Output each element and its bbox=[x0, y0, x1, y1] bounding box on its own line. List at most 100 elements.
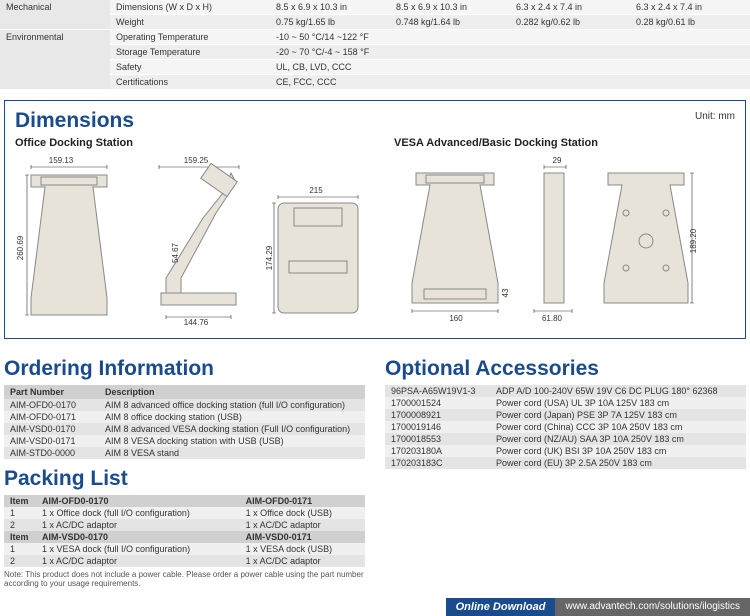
packing-header: AIM-OFD0-0170 bbox=[36, 495, 240, 507]
spec-value: UL, CB, LVD, CCC bbox=[270, 60, 390, 75]
accessory-cell: 170203183C bbox=[385, 457, 490, 469]
accessory-cell: 96PSA-A65W19V1-3 bbox=[385, 385, 490, 397]
spec-value: -10 ~ 50 °C/14 ~122 °F bbox=[270, 30, 390, 45]
accessory-cell: 1700001524 bbox=[385, 397, 490, 409]
ordering-table: Part Number Description AIM-OFD0-0170AIM… bbox=[4, 385, 365, 459]
svg-text:29: 29 bbox=[553, 156, 562, 165]
accessory-cell: 170203180A bbox=[385, 445, 490, 457]
office-back-diagram: 215 174.29 bbox=[264, 183, 364, 328]
packing-cell: 1 bbox=[4, 507, 36, 519]
svg-text:43: 43 bbox=[501, 288, 510, 297]
spec-value: 6.3 x 2.4 x 7.4 in bbox=[630, 0, 750, 15]
spec-value bbox=[390, 75, 510, 90]
spec-value: 0.75 kg/1.65 lb bbox=[270, 15, 390, 30]
spec-value: 0.748 kg/1.64 lb bbox=[390, 15, 510, 30]
packing-title: Packing List bbox=[4, 467, 365, 491]
packing-cell: 1 bbox=[4, 543, 36, 555]
table-cell: AIM-OFD0-0171 bbox=[4, 411, 99, 423]
packing-header: Item bbox=[4, 531, 36, 543]
accessory-cell: Power cord (China) CCC 3P 10A 250V 183 c… bbox=[490, 421, 746, 433]
svg-text:189.20: 189.20 bbox=[689, 228, 698, 253]
download-label: Online Download bbox=[446, 598, 556, 616]
svg-text:54.67: 54.67 bbox=[171, 242, 180, 263]
accessory-cell: Power cord (EU) 3P 2.5A 250V 183 cm bbox=[490, 457, 746, 469]
packing-cell: 1 x AC/DC adaptor bbox=[36, 519, 240, 531]
packing-cell: 2 bbox=[4, 555, 36, 567]
svg-text:144.76: 144.76 bbox=[184, 318, 209, 327]
vesa-diagram-group: 160 43 29 61.80 bbox=[394, 153, 735, 328]
spec-label: Weight bbox=[110, 15, 270, 30]
packing-cell: 1 x AC/DC adaptor bbox=[240, 555, 365, 567]
packing-table: ItemAIM-OFD0-0170AIM-OFD0-017111 x Offic… bbox=[4, 495, 365, 567]
accessory-cell: 1700008921 bbox=[385, 409, 490, 421]
spec-table: MechanicalDimensions (W x D x H)8.5 x 6.… bbox=[0, 0, 750, 90]
dimensions-unit: Unit: mm bbox=[695, 111, 735, 122]
svg-text:174.29: 174.29 bbox=[265, 245, 274, 270]
packing-cell: 2 bbox=[4, 519, 36, 531]
table-cell: AIM-VSD0-0170 bbox=[4, 423, 99, 435]
spec-value: 6.3 x 2.4 x 7.4 in bbox=[510, 0, 630, 15]
spec-value: 0.282 kg/0.62 lb bbox=[510, 15, 630, 30]
office-diagram-group: 159.13 260.69 159.25 144.76 54.67 bbox=[15, 153, 364, 328]
svg-text:260.69: 260.69 bbox=[16, 235, 25, 260]
spec-label: Certifications bbox=[110, 75, 270, 90]
spec-value bbox=[510, 30, 630, 45]
spec-value bbox=[510, 45, 630, 60]
svg-text:61.80: 61.80 bbox=[542, 314, 563, 323]
table-cell: AIM-OFD0-0170 bbox=[4, 399, 99, 411]
spec-value bbox=[390, 45, 510, 60]
vesa-back-diagram: 189.20 bbox=[590, 153, 700, 328]
spec-value: 0.28 kg/0.61 lb bbox=[630, 15, 750, 30]
spec-value bbox=[510, 75, 630, 90]
office-side-diagram: 159.25 144.76 54.67 bbox=[141, 153, 256, 328]
svg-text:159.25: 159.25 bbox=[184, 156, 209, 165]
download-url[interactable]: www.advantech.com/solutions/ilogistics bbox=[555, 598, 750, 616]
accessory-cell: Power cord (UK) BSI 3P 10A 250V 183 cm bbox=[490, 445, 746, 457]
packing-header: Item bbox=[4, 495, 36, 507]
spec-category: Environmental bbox=[0, 30, 110, 90]
spec-value: 8.5 x 6.9 x 10.3 in bbox=[390, 0, 510, 15]
accessory-cell: Power cord (Japan) PSE 3P 7A 125V 183 cm bbox=[490, 409, 746, 421]
spec-value bbox=[630, 30, 750, 45]
vesa-side-diagram: 29 61.80 bbox=[522, 153, 582, 328]
svg-text:215: 215 bbox=[309, 186, 323, 195]
packing-note: Note: This product does not include a po… bbox=[4, 570, 365, 588]
accessory-cell: ADP A/D 100-240V 65W 19V C6 DC PLUG 180°… bbox=[490, 385, 746, 397]
spec-value bbox=[510, 60, 630, 75]
packing-cell: 1 x AC/DC adaptor bbox=[36, 555, 240, 567]
packing-cell: 1 x VESA dock (full I/O configuration) bbox=[36, 543, 240, 555]
spec-category: Mechanical bbox=[0, 0, 110, 30]
vesa-front-diagram: 160 43 bbox=[394, 153, 514, 328]
table-cell: AIM 8 advanced office docking station (f… bbox=[99, 399, 365, 411]
spec-value: -20 ~ 70 °C/-4 ~ 158 °F bbox=[270, 45, 390, 60]
spec-value bbox=[630, 45, 750, 60]
table-cell: AIM-STD0-0000 bbox=[4, 447, 99, 459]
svg-text:159.13: 159.13 bbox=[49, 156, 74, 165]
packing-cell: 1 x Office dock (full I/O configuration) bbox=[36, 507, 240, 519]
table-cell: AIM 8 office docking station (USB) bbox=[99, 411, 365, 423]
ordering-col-partno: Part Number bbox=[4, 385, 99, 399]
spec-value bbox=[630, 60, 750, 75]
spec-label: Safety bbox=[110, 60, 270, 75]
office-front-diagram: 159.13 260.69 bbox=[15, 153, 133, 328]
accessory-cell: Power cord (NZ/AU) SAA 3P 10A 250V 183 c… bbox=[490, 433, 746, 445]
spec-value: 8.5 x 6.9 x 10.3 in bbox=[270, 0, 390, 15]
table-cell: AIM 8 VESA stand bbox=[99, 447, 365, 459]
vesa-dock-title: VESA Advanced/Basic Docking Station bbox=[394, 137, 735, 149]
packing-header: AIM-OFD0-0171 bbox=[240, 495, 365, 507]
accessories-table: 96PSA-A65W19V1-3ADP A/D 100-240V 65W 19V… bbox=[385, 385, 746, 469]
ordering-col-desc: Description bbox=[99, 385, 365, 399]
spec-value: CE, FCC, CCC bbox=[270, 75, 390, 90]
spec-label: Operating Temperature bbox=[110, 30, 270, 45]
spec-label: Dimensions (W x D x H) bbox=[110, 0, 270, 15]
accessory-cell: Power cord (USA) UL 3P 10A 125V 183 cm bbox=[490, 397, 746, 409]
office-dock-title: Office Docking Station bbox=[15, 137, 364, 149]
spec-value bbox=[390, 60, 510, 75]
footer: Online Download www.advantech.com/soluti… bbox=[0, 598, 750, 616]
table-cell: AIM 8 advanced VESA docking station (Ful… bbox=[99, 423, 365, 435]
spec-label: Storage Temperature bbox=[110, 45, 270, 60]
svg-text:160: 160 bbox=[449, 314, 463, 323]
ordering-title: Ordering Information bbox=[4, 357, 365, 381]
packing-header: AIM-VSD0-0170 bbox=[36, 531, 240, 543]
dimensions-section: Dimensions Unit: mm Office Docking Stati… bbox=[4, 100, 746, 339]
